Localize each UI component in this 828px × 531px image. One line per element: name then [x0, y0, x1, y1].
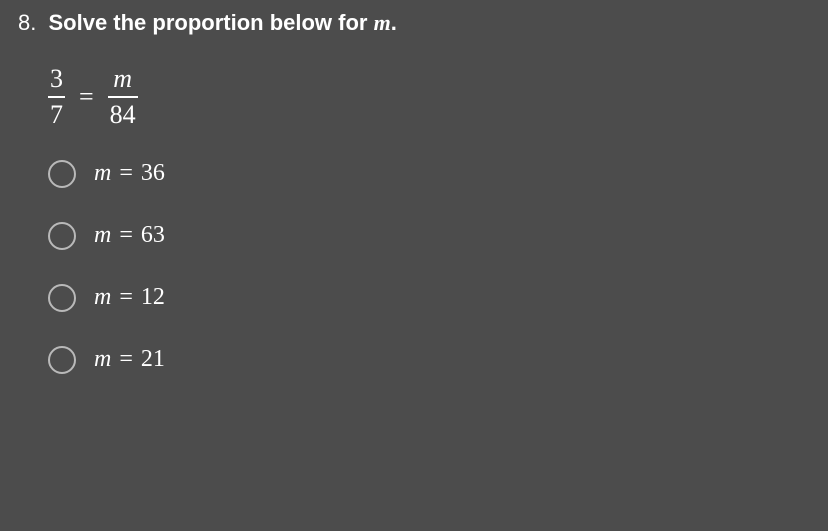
answer-options: m = 36 m = 63 m = 12 m = [48, 160, 810, 374]
question-number: 8. [18, 10, 36, 35]
option-1[interactable]: m = 36 [48, 160, 810, 188]
option-value: 12 [141, 284, 165, 311]
prompt-text-after: . [391, 10, 397, 35]
option-variable: m [94, 284, 111, 311]
option-value: 36 [141, 160, 165, 187]
option-variable: m [94, 160, 111, 187]
option-label: m = 21 [94, 346, 165, 373]
equals-sign: = [79, 82, 94, 112]
option-2[interactable]: m = 63 [48, 222, 810, 250]
option-label: m = 36 [94, 160, 165, 187]
option-label: m = 12 [94, 284, 165, 311]
option-4[interactable]: m = 21 [48, 346, 810, 374]
prompt-text-before: Solve the proportion below for [48, 10, 373, 35]
left-fraction: 3 7 [48, 64, 65, 130]
option-equals: = [119, 222, 133, 249]
option-value: 63 [141, 222, 165, 249]
option-equals: = [119, 284, 133, 311]
left-numerator: 3 [48, 64, 65, 96]
option-variable: m [94, 222, 111, 249]
radio-icon[interactable] [48, 222, 76, 250]
radio-icon[interactable] [48, 346, 76, 374]
left-denominator: 7 [48, 96, 65, 130]
proportion-equation: 3 7 = m 84 [48, 64, 810, 130]
option-3[interactable]: m = 12 [48, 284, 810, 312]
prompt-variable: m [374, 10, 391, 35]
option-variable: m [94, 346, 111, 373]
option-equals: = [119, 160, 133, 187]
right-numerator: m [111, 64, 134, 96]
radio-icon[interactable] [48, 284, 76, 312]
radio-icon[interactable] [48, 160, 76, 188]
option-value: 21 [141, 346, 165, 373]
question-prompt: 8. Solve the proportion below for m. [18, 10, 810, 36]
right-denominator: 84 [108, 96, 138, 130]
question-panel: 8. Solve the proportion below for m. 3 7… [0, 0, 828, 531]
option-equals: = [119, 346, 133, 373]
option-label: m = 63 [94, 222, 165, 249]
right-fraction: m 84 [108, 64, 138, 130]
